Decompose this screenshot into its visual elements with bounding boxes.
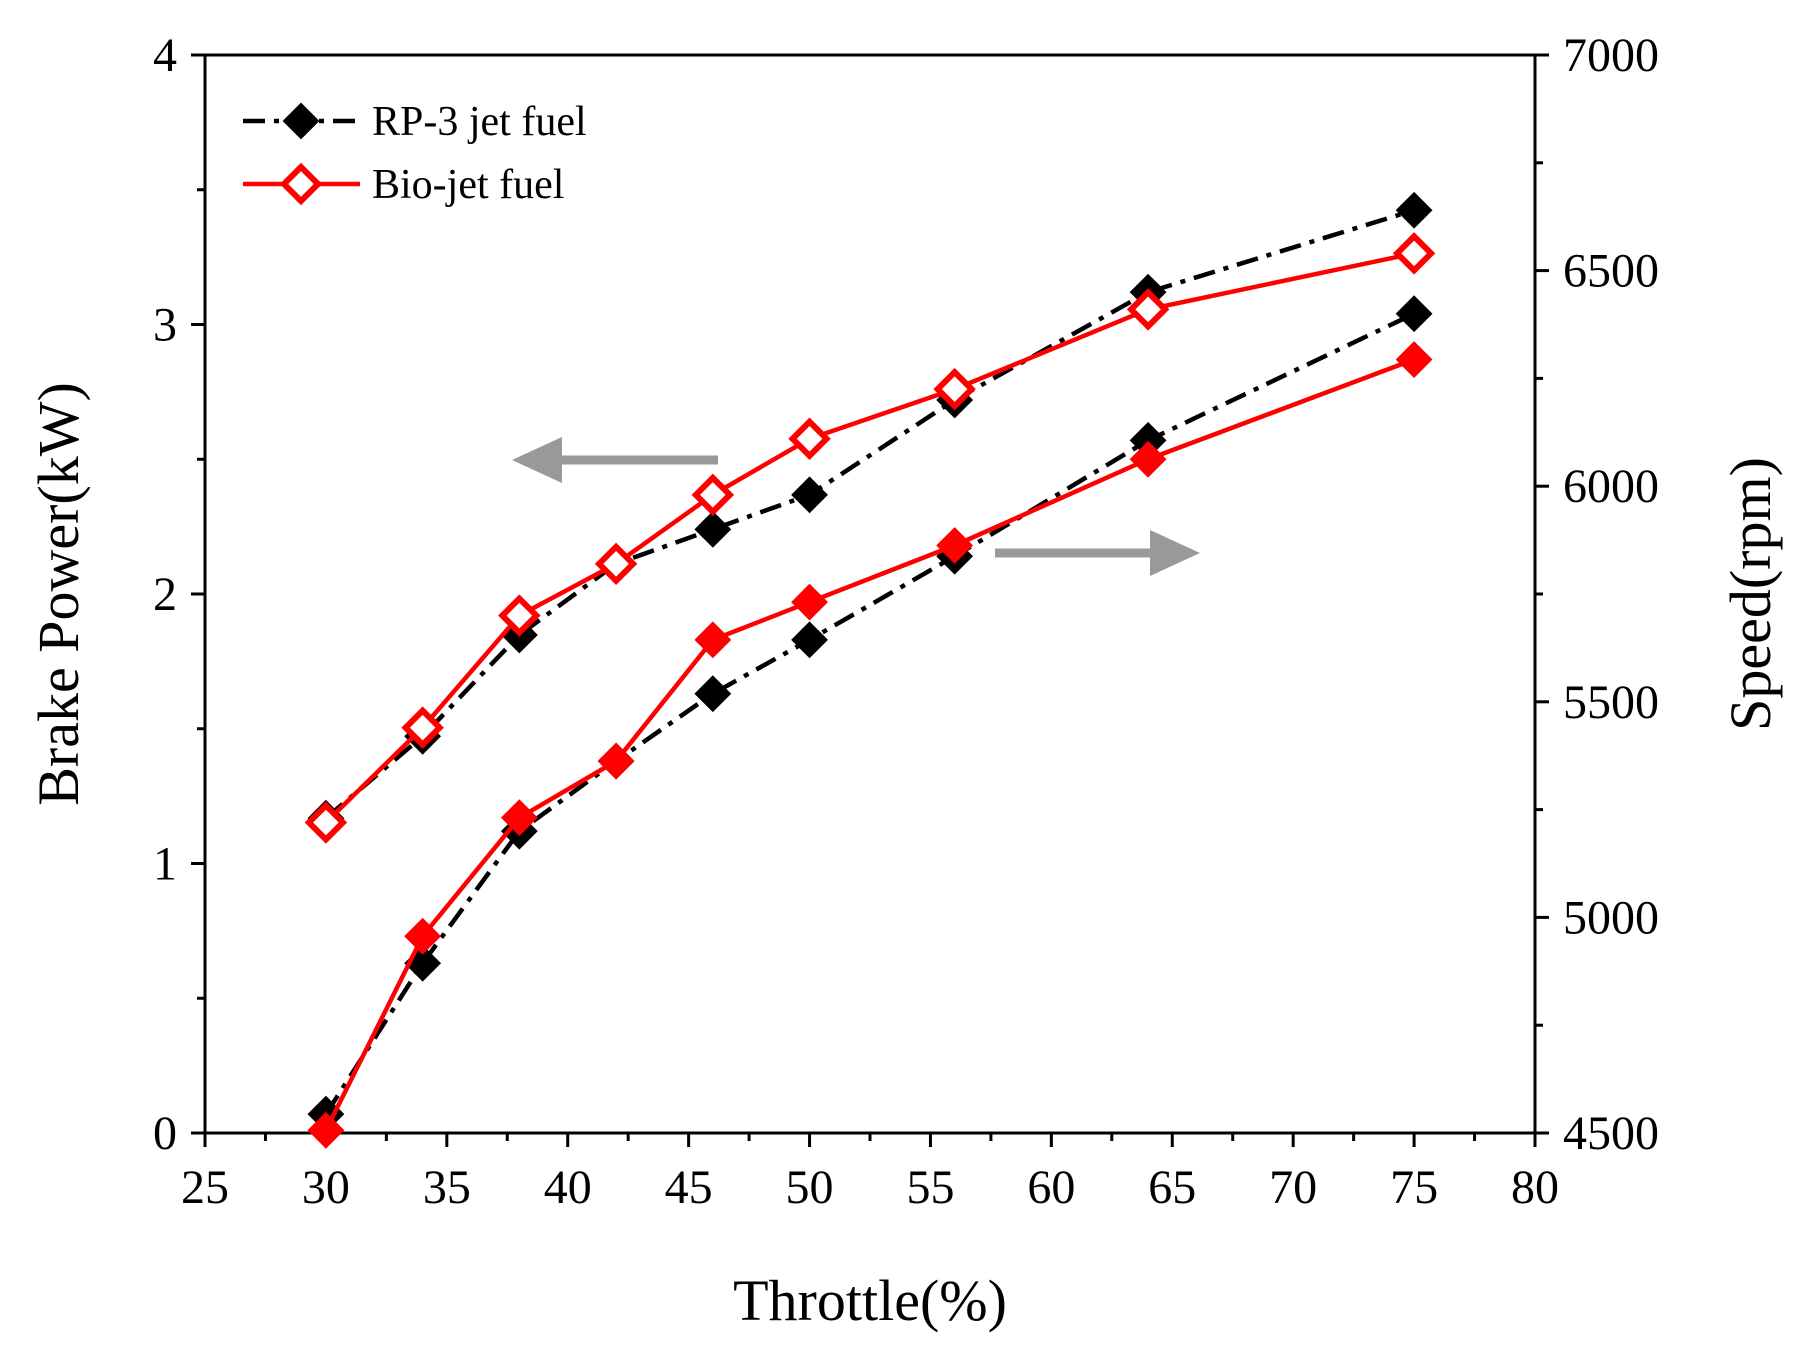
x-tick-label: 65 [1148, 1161, 1196, 1214]
data-point [1395, 295, 1433, 333]
data-point [498, 594, 541, 637]
series-line [324, 311, 1416, 1116]
x-tick-label: 25 [181, 1161, 229, 1214]
data-point [594, 542, 638, 586]
series-power-bio-jet [307, 341, 1433, 1149]
legend-label: Bio-jet fuel [372, 162, 564, 208]
x-tick-label: 80 [1511, 1161, 1559, 1214]
data-point [1395, 191, 1433, 229]
x-tick-label: 60 [1027, 1161, 1075, 1214]
x-tick-label: 35 [423, 1161, 471, 1214]
y2-axis-title: Speed(rpm) [1718, 457, 1783, 731]
y-tick-label: 4 [153, 29, 177, 82]
data-point [791, 583, 828, 621]
series-speed-rp3 [307, 191, 1433, 837]
x-tick-label: 75 [1390, 1161, 1438, 1214]
y-axis-title: Brake Power(kW) [26, 382, 91, 806]
legend: RP-3 jet fuel Bio-jet fuel [243, 99, 587, 208]
arrow-head [512, 437, 562, 483]
series-line [323, 357, 1415, 1132]
data-point [791, 476, 828, 514]
y2-tick-label: 5000 [1563, 891, 1659, 944]
data-point [694, 510, 732, 548]
y-tick-label: 3 [153, 299, 177, 352]
data-point [307, 1111, 345, 1149]
data-point [597, 742, 635, 780]
data-point [304, 801, 348, 844]
data-point [691, 473, 735, 517]
annotation-layer [512, 437, 1200, 576]
legend-marker [279, 162, 323, 206]
tick-labels: 25 30 35 40 45 50 55 60 65 70 75 80 0 1 2 3 4 4500 5000 550… [153, 29, 1659, 1214]
data-point [694, 675, 732, 713]
data-point [936, 527, 974, 564]
y-tick-label: 1 [153, 838, 177, 891]
data-point [1392, 232, 1436, 275]
series-speed-bio-jet [304, 232, 1436, 844]
series-line [324, 251, 1415, 825]
data-point [500, 799, 538, 837]
x-axis-title: Throttle(%) [733, 1268, 1007, 1333]
data-point [404, 917, 442, 955]
legend-entry-rp3: RP-3 jet fuel [243, 99, 587, 145]
x-tick-label: 40 [544, 1161, 592, 1214]
data-point [1126, 288, 1170, 331]
legend-entry-bio-jet: Bio-jet fuel [243, 162, 564, 208]
data-point [694, 621, 732, 659]
y2-tick-label: 6000 [1563, 460, 1659, 513]
data-point [788, 417, 831, 461]
series-layer [304, 191, 1436, 1149]
data-point [1395, 341, 1433, 378]
y-tick-label: 0 [153, 1107, 177, 1160]
y2-tick-label: 6500 [1563, 245, 1659, 298]
x-tick-label: 55 [906, 1161, 954, 1214]
y-tick-label: 2 [153, 568, 177, 621]
data-point [1129, 440, 1167, 478]
series-power-rp3 [307, 295, 1433, 1133]
x-tick-label: 70 [1269, 1161, 1317, 1214]
data-point [791, 621, 828, 659]
right-axis-arrow [995, 530, 1200, 576]
series-line [324, 208, 1415, 820]
axis-ticks [191, 53, 1549, 1147]
data-point [933, 367, 976, 411]
y2-tick-label: 5500 [1563, 676, 1659, 729]
left-axis-arrow [512, 437, 718, 483]
x-tick-label: 45 [665, 1161, 713, 1214]
legend-label: RP-3 jet fuel [372, 99, 587, 145]
legend-marker [282, 102, 320, 140]
y2-tick-label: 4500 [1563, 1107, 1659, 1160]
y2-tick-label: 7000 [1563, 29, 1659, 82]
x-tick-label: 50 [786, 1161, 834, 1214]
arrow-head [1150, 530, 1200, 576]
x-tick-label: 30 [302, 1161, 350, 1214]
data-point [401, 706, 444, 749]
